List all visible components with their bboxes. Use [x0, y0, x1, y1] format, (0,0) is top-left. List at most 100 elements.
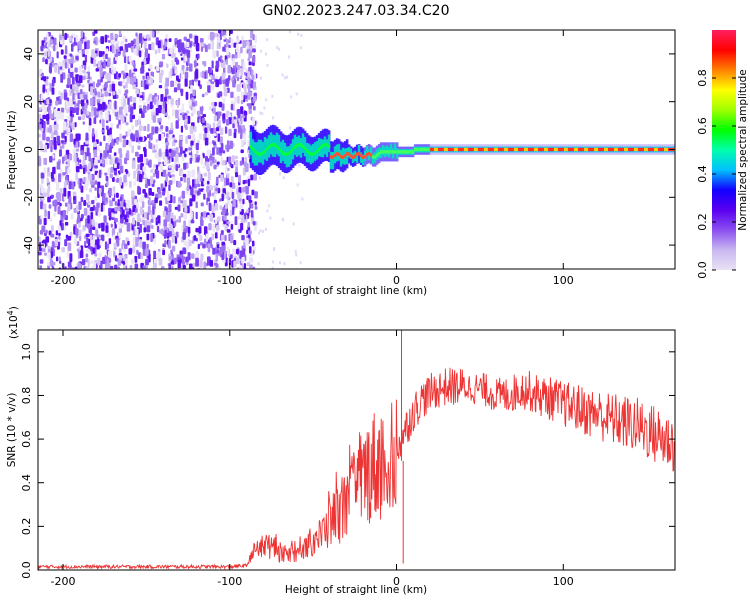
noise-cell	[46, 120, 50, 125]
noise-cell	[142, 265, 146, 269]
noise-cell	[230, 223, 234, 230]
noise-cell	[110, 223, 113, 228]
signal-core	[509, 147, 513, 152]
noise-cell	[135, 32, 138, 37]
signal-core	[533, 147, 537, 152]
noise-cell	[131, 160, 136, 170]
signal-core	[357, 152, 361, 156]
noise-cell	[281, 73, 284, 77]
noise-cell	[153, 97, 157, 105]
noise-cell	[164, 38, 168, 43]
noise-cell	[282, 176, 285, 180]
noise-cell	[66, 101, 69, 109]
noise-cell	[138, 104, 142, 109]
noise-cell	[189, 125, 194, 135]
noise-cell	[132, 205, 136, 212]
noise-cell	[239, 200, 242, 204]
noise-cell	[138, 198, 143, 203]
noise-cell	[191, 194, 196, 202]
noise-cell	[154, 144, 159, 151]
noise-cell	[135, 130, 139, 138]
signal-core	[403, 150, 407, 154]
snr-y-multiplier: (x104)	[6, 306, 20, 339]
noise-cell	[227, 65, 232, 74]
noise-cell	[83, 94, 88, 101]
noise-cell	[170, 80, 174, 88]
noise-cell	[117, 199, 120, 206]
noise-cell	[203, 61, 207, 67]
noise-cell	[187, 226, 191, 234]
noise-cell	[240, 100, 244, 105]
noise-cell	[168, 184, 171, 191]
noise-cell	[85, 266, 90, 269]
noise-cell	[43, 76, 47, 82]
noise-cell	[90, 110, 94, 118]
noise-cell	[68, 181, 72, 190]
noise-cell	[198, 133, 203, 140]
noise-cell	[247, 221, 251, 228]
noise-cell	[173, 87, 178, 93]
noise-cell	[203, 172, 207, 177]
noise-cell	[209, 259, 213, 267]
noise-cell	[118, 255, 123, 260]
noise-cell	[151, 42, 155, 51]
noise-cell	[126, 76, 130, 84]
noise-cell	[99, 240, 103, 246]
noise-cell	[124, 157, 128, 165]
signal-core	[379, 150, 383, 154]
signal-mid	[339, 149, 343, 167]
noise-cell	[149, 133, 153, 141]
noise-cell	[61, 247, 65, 253]
noise-cell	[209, 160, 213, 167]
snr-x-axis-label: Height of straight line (km)	[285, 584, 427, 596]
signal-core	[415, 147, 419, 152]
noise-cell	[219, 147, 223, 154]
signal-core	[377, 151, 381, 156]
noise-cell	[212, 141, 217, 146]
signal-core	[479, 147, 483, 152]
signal-mid	[393, 143, 397, 154]
noise-cell	[222, 98, 226, 102]
noise-cell	[192, 106, 196, 114]
noise-cell	[46, 172, 51, 177]
noise-cell	[70, 62, 74, 69]
noise-cell	[233, 132, 237, 139]
noise-cell	[72, 107, 76, 114]
noise-cell	[240, 46, 243, 54]
signal-core	[459, 147, 463, 152]
noise-cell	[75, 56, 79, 61]
noise-cell	[77, 262, 81, 269]
noise-cell	[232, 198, 236, 208]
noise-cell	[221, 241, 226, 246]
signal-mid	[269, 132, 273, 155]
noise-cell	[49, 257, 53, 266]
noise-cell	[149, 93, 153, 98]
signal-mid	[317, 138, 321, 157]
noise-cell	[197, 171, 201, 179]
noise-cell	[133, 102, 136, 110]
noise-cell	[170, 216, 174, 226]
noise-cell	[199, 234, 202, 242]
noise-cell	[68, 36, 72, 42]
noise-cell	[229, 162, 232, 167]
noise-cell	[138, 33, 143, 43]
noise-cell	[301, 197, 304, 201]
noise-cell	[54, 64, 58, 73]
signal-core	[413, 147, 417, 152]
noise-cell	[263, 106, 266, 110]
snr-x-tick-label: -100	[217, 575, 242, 588]
noise-cell	[47, 245, 51, 250]
noise-cell	[67, 261, 72, 268]
noise-cell	[184, 55, 188, 62]
noise-cell	[212, 247, 216, 255]
signal-mid	[355, 152, 359, 163]
noise-cell	[196, 150, 199, 155]
signal-mid	[285, 146, 289, 168]
signal-core	[593, 147, 597, 152]
noise-cell	[209, 185, 214, 191]
signal-core	[561, 147, 565, 152]
noise-cell	[224, 126, 228, 134]
noise-cell	[38, 157, 42, 166]
noise-cell	[103, 150, 107, 159]
signal-core	[663, 147, 667, 152]
